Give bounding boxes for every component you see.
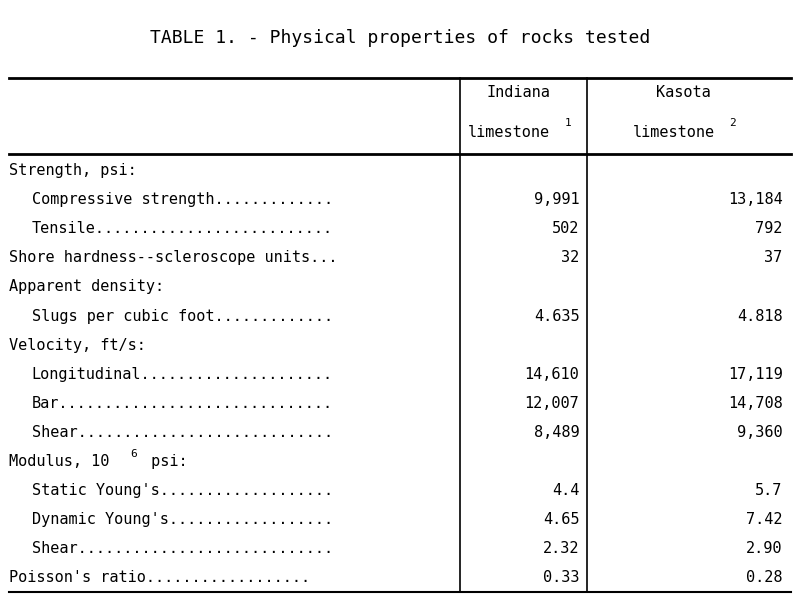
Text: 12,007: 12,007	[525, 396, 579, 411]
Text: Apparent density:: Apparent density:	[10, 280, 165, 294]
Text: Shore hardness--scleroscope units...: Shore hardness--scleroscope units...	[10, 250, 338, 266]
Text: Tensile..........................: Tensile..........................	[32, 222, 333, 236]
Text: Shear............................: Shear............................	[32, 541, 333, 556]
Text: 4.65: 4.65	[543, 512, 579, 527]
Text: 0.33: 0.33	[543, 570, 579, 585]
Text: 7.42: 7.42	[746, 512, 782, 527]
Text: 2.32: 2.32	[543, 541, 579, 556]
Text: Modulus, 10: Modulus, 10	[10, 454, 110, 469]
Text: 9,991: 9,991	[534, 192, 579, 207]
Text: TABLE 1. - Physical properties of rocks tested: TABLE 1. - Physical properties of rocks …	[150, 29, 650, 47]
Text: 14,708: 14,708	[728, 396, 782, 411]
Text: Strength, psi:: Strength, psi:	[10, 163, 137, 178]
Text: Longitudinal.....................: Longitudinal.....................	[32, 367, 333, 382]
Text: Poisson's ratio..................: Poisson's ratio..................	[10, 570, 310, 585]
Text: 792: 792	[755, 222, 782, 236]
Text: 6: 6	[130, 449, 138, 458]
Text: 8,489: 8,489	[534, 425, 579, 440]
Text: 1: 1	[564, 118, 571, 128]
Text: 32: 32	[561, 250, 579, 266]
Text: 4.818: 4.818	[737, 308, 782, 324]
Text: 2: 2	[730, 118, 736, 128]
Text: psi:: psi:	[142, 454, 187, 469]
Text: Kasota: Kasota	[656, 85, 710, 100]
Text: Dynamic Young's..................: Dynamic Young's..................	[32, 512, 333, 527]
Text: Indiana: Indiana	[486, 85, 550, 100]
Text: 37: 37	[765, 250, 782, 266]
Text: Compressive strength.............: Compressive strength.............	[32, 192, 333, 207]
Text: limestone: limestone	[467, 125, 550, 140]
Text: 5.7: 5.7	[755, 483, 782, 498]
Text: limestone: limestone	[632, 125, 714, 140]
Text: 502: 502	[552, 222, 579, 236]
Text: 2.90: 2.90	[746, 541, 782, 556]
Text: Bar..............................: Bar..............................	[32, 396, 333, 411]
Text: 17,119: 17,119	[728, 367, 782, 382]
Text: 0.28: 0.28	[746, 570, 782, 585]
Text: 9,360: 9,360	[737, 425, 782, 440]
Text: Shear............................: Shear............................	[32, 425, 333, 440]
Text: 4.635: 4.635	[534, 308, 579, 324]
Text: Static Young's...................: Static Young's...................	[32, 483, 333, 498]
Text: 14,610: 14,610	[525, 367, 579, 382]
Text: 13,184: 13,184	[728, 192, 782, 207]
Text: 4.4: 4.4	[552, 483, 579, 498]
Text: Velocity, ft/s:: Velocity, ft/s:	[10, 338, 146, 353]
Text: Slugs per cubic foot.............: Slugs per cubic foot.............	[32, 308, 333, 324]
